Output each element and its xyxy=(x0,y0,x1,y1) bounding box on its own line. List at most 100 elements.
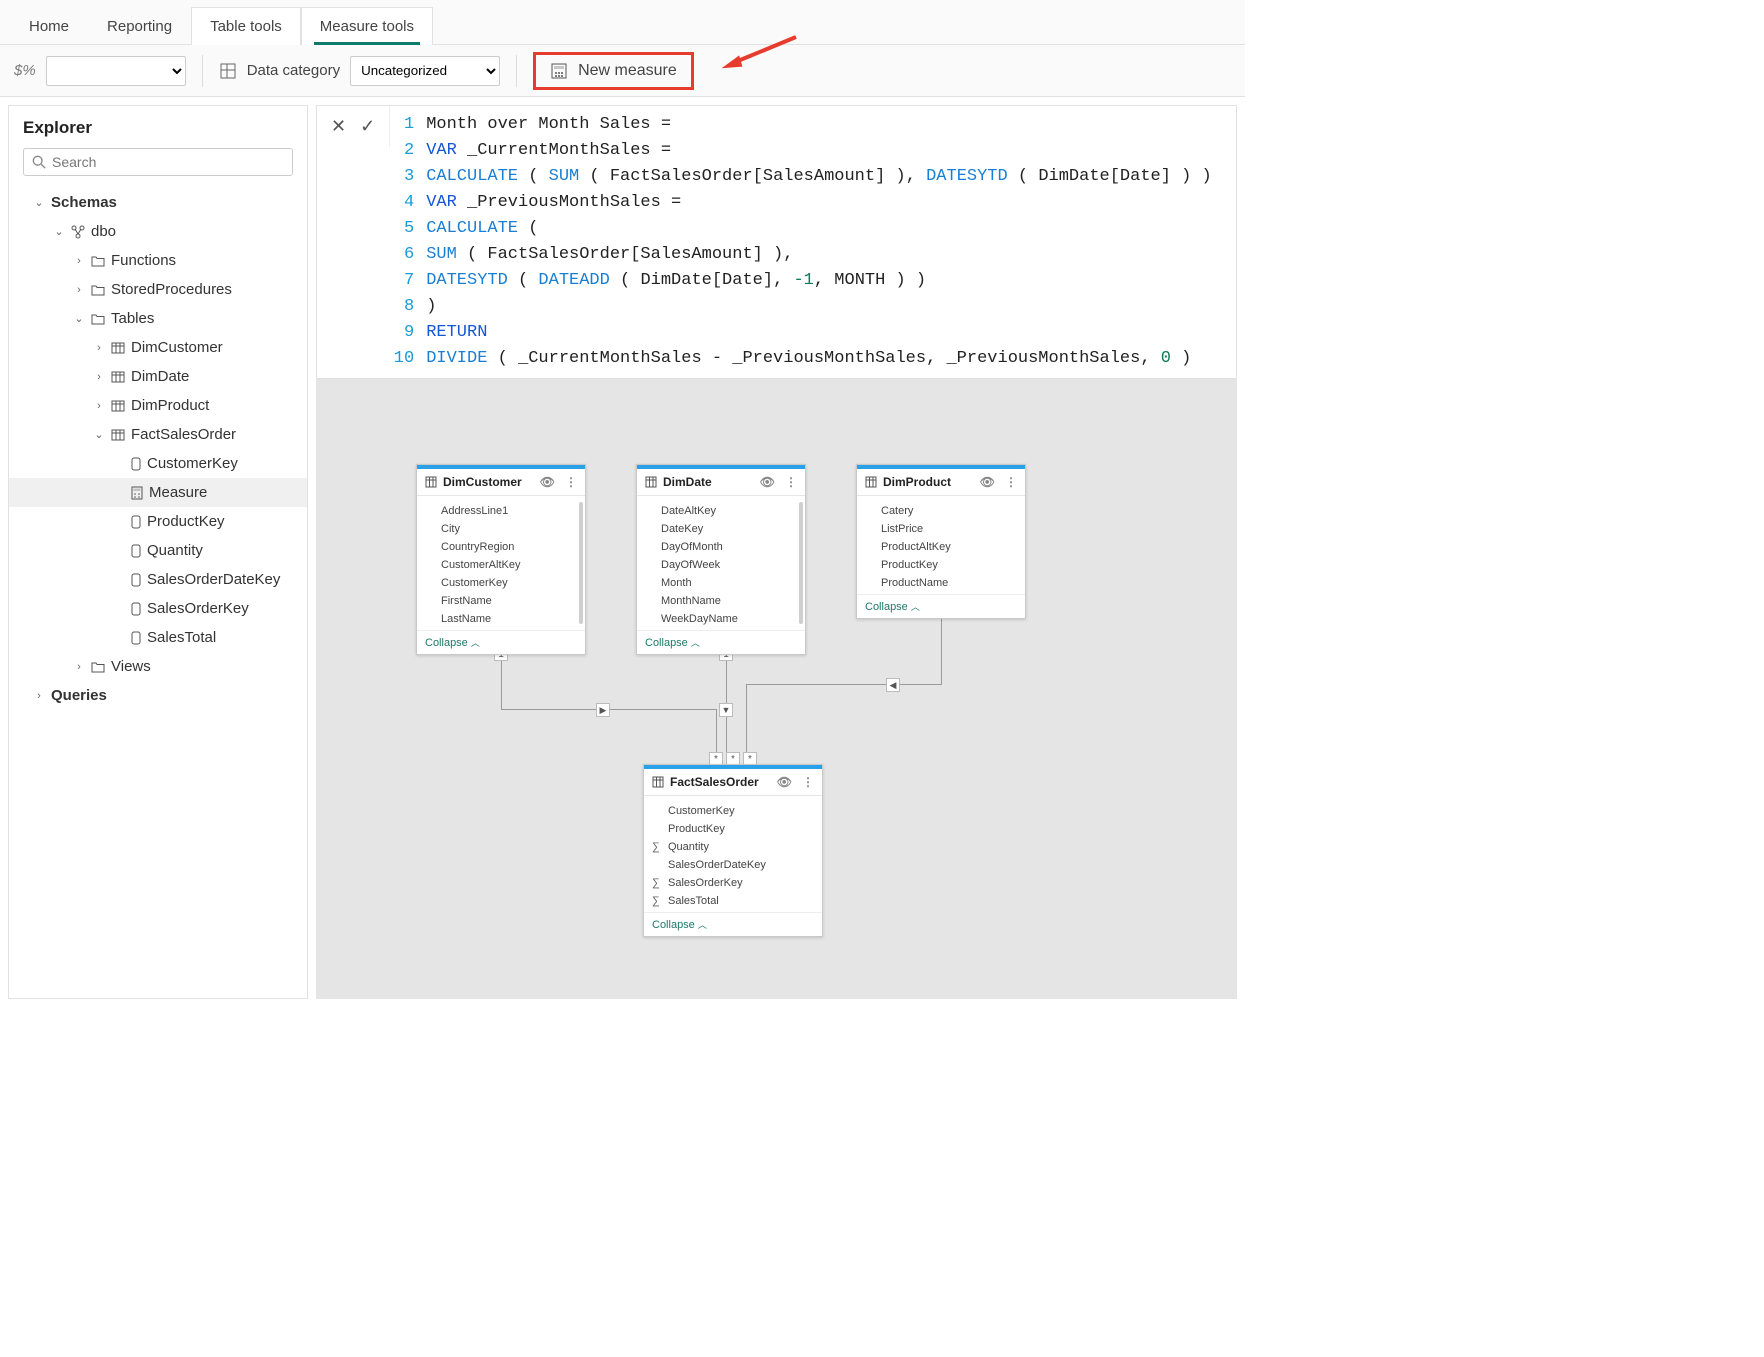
entity-field[interactable]: LastName xyxy=(419,610,583,628)
search-input[interactable]: Search xyxy=(23,148,293,176)
data-category-icon xyxy=(219,62,237,80)
tree-col-salesorderkey[interactable]: · SalesOrderKey xyxy=(9,594,307,623)
explorer-tree: ⌄Schemas ⌄ dbo › Functions › StoredProce… xyxy=(9,188,307,720)
entity-field[interactable]: DateKey xyxy=(639,520,803,538)
measure-icon xyxy=(550,62,568,80)
entity-field[interactable]: Month xyxy=(639,574,803,592)
table-icon xyxy=(111,342,125,354)
entity-field[interactable]: AddressLine1 xyxy=(419,502,583,520)
collapse-link[interactable]: Collapse ︿ xyxy=(417,630,585,654)
data-category-label: Data category xyxy=(247,62,340,79)
entity-field[interactable]: DateAltKey xyxy=(639,502,803,520)
column-icon xyxy=(131,631,141,645)
entity-field[interactable]: DayOfWeek xyxy=(639,556,803,574)
more-icon[interactable]: ⋮ xyxy=(781,475,797,489)
tree-queries[interactable]: ›Queries xyxy=(9,681,307,710)
entity-field[interactable]: CustomerKey xyxy=(419,574,583,592)
entity-factsalesorder[interactable]: FactSalesOrder👁⋮CustomerKeyProductKey∑Qu… xyxy=(643,764,823,937)
table-icon xyxy=(111,429,125,441)
table-icon xyxy=(645,476,657,488)
entity-field[interactable]: ∑SalesTotal xyxy=(646,892,820,910)
entity-field[interactable]: ListPrice xyxy=(859,520,1023,538)
tree-col-salestotal[interactable]: · SalesTotal xyxy=(9,623,307,652)
measure-icon xyxy=(131,486,143,500)
tree-col-salesorderdatekey[interactable]: · SalesOrderDateKey xyxy=(9,565,307,594)
tab-reporting[interactable]: Reporting xyxy=(88,7,191,45)
tree-schemas[interactable]: ⌄Schemas xyxy=(9,188,307,217)
entity-field[interactable]: CustomerKey xyxy=(646,802,820,820)
tree-table-dimproduct[interactable]: › DimProduct xyxy=(9,391,307,420)
entity-field[interactable]: ProductKey xyxy=(646,820,820,838)
explorer-panel: Explorer Search ⌄Schemas ⌄ dbo › Functio… xyxy=(8,105,308,999)
entity-field[interactable]: SalesOrderDateKey xyxy=(646,856,820,874)
model-canvas[interactable]: 1 ▶ * 1 ▼ * 1 ◀ * DimCustomer👁⋮AddressLi… xyxy=(316,379,1237,999)
more-icon[interactable]: ⋮ xyxy=(1001,475,1017,489)
format-select[interactable] xyxy=(46,56,186,86)
folder-icon xyxy=(91,313,105,325)
entity-field[interactable]: DayOfMonth xyxy=(639,538,803,556)
new-measure-button[interactable]: New measure xyxy=(533,52,694,90)
collapse-link[interactable]: Collapse ︿ xyxy=(637,630,805,654)
tree-col-measure[interactable]: · Measure xyxy=(9,478,307,507)
eye-icon[interactable]: 👁 xyxy=(540,475,555,489)
column-icon xyxy=(131,515,141,529)
tree-dbo[interactable]: ⌄ dbo xyxy=(9,217,307,246)
new-measure-label: New measure xyxy=(578,62,677,80)
entity-field[interactable]: WeekDayName xyxy=(639,610,803,628)
tree-functions[interactable]: › Functions xyxy=(9,246,307,275)
entity-field[interactable]: ProductAltKey xyxy=(859,538,1023,556)
folder-icon xyxy=(91,284,105,296)
tree-tables[interactable]: ⌄ Tables xyxy=(9,304,307,333)
more-icon[interactable]: ⋮ xyxy=(561,475,577,489)
eye-icon[interactable]: 👁 xyxy=(777,775,792,789)
tree-storedprocs[interactable]: › StoredProcedures xyxy=(9,275,307,304)
entity-field[interactable]: CountryRegion xyxy=(419,538,583,556)
entity-title: DimProduct xyxy=(883,475,951,489)
entity-dimdate[interactable]: DimDate👁⋮DateAltKeyDateKeyDayOfMonthDayO… xyxy=(636,464,806,655)
tab-table-tools[interactable]: Table tools xyxy=(191,7,301,45)
ribbon-tabs: Home Reporting Table tools Measure tools xyxy=(0,0,1245,45)
data-category-select[interactable]: Uncategorized xyxy=(350,56,500,86)
tree-views[interactable]: › Views xyxy=(9,652,307,681)
formula-controls: ✕ ✓ xyxy=(317,106,390,147)
entity-field[interactable]: ∑SalesOrderKey xyxy=(646,874,820,892)
collapse-link[interactable]: Collapse ︿ xyxy=(644,912,822,936)
tree-col-customerkey[interactable]: · CustomerKey xyxy=(9,449,307,478)
tree-table-dimcustomer[interactable]: › DimCustomer xyxy=(9,333,307,362)
table-icon xyxy=(865,476,877,488)
entity-field[interactable]: City xyxy=(419,520,583,538)
folder-icon xyxy=(91,255,105,267)
commit-button[interactable]: ✓ xyxy=(356,114,379,139)
entity-field[interactable]: Catery xyxy=(859,502,1023,520)
cancel-button[interactable]: ✕ xyxy=(327,114,350,139)
separator xyxy=(516,55,517,87)
explorer-title: Explorer xyxy=(23,118,293,138)
entity-dimproduct[interactable]: DimProduct 👁 ⋮ CateryListPriceProductAltKey… xyxy=(856,464,1026,619)
formula-editor[interactable]: 1Month over Month Sales = 2VAR _CurrentM… xyxy=(390,106,1236,378)
entity-dimcustomer[interactable]: DimCustomer👁⋮AddressLine1CityCountryRegi… xyxy=(416,464,586,655)
search-icon xyxy=(32,155,46,169)
table-icon xyxy=(425,476,437,488)
column-icon xyxy=(131,573,141,587)
table-icon xyxy=(111,371,125,383)
column-icon xyxy=(131,544,141,558)
entity-field[interactable]: MonthName xyxy=(639,592,803,610)
entity-field[interactable]: FirstName xyxy=(419,592,583,610)
more-icon[interactable]: ⋮ xyxy=(798,775,814,789)
eye-icon[interactable]: 👁 xyxy=(980,475,995,489)
tree-col-productkey[interactable]: · ProductKey xyxy=(9,507,307,536)
entity-field[interactable]: CustomerAltKey xyxy=(419,556,583,574)
tab-home[interactable]: Home xyxy=(10,7,88,45)
tree-table-dimdate[interactable]: › DimDate xyxy=(9,362,307,391)
entity-field[interactable]: ∑Quantity xyxy=(646,838,820,856)
entity-field[interactable]: ProductName xyxy=(859,574,1023,592)
entity-field[interactable]: ProductKey xyxy=(859,556,1023,574)
format-icon[interactable]: $% xyxy=(14,62,36,79)
ribbon-bar: $% Data category Uncategorized New measu… xyxy=(0,45,1245,97)
collapse-link[interactable]: Collapse ︿ xyxy=(857,594,1025,618)
table-icon xyxy=(652,776,664,788)
eye-icon[interactable]: 👁 xyxy=(760,475,775,489)
tree-table-factsalesorder[interactable]: ⌄ FactSalesOrder xyxy=(9,420,307,449)
tree-col-quantity[interactable]: · Quantity xyxy=(9,536,307,565)
tab-measure-tools[interactable]: Measure tools xyxy=(301,7,433,45)
